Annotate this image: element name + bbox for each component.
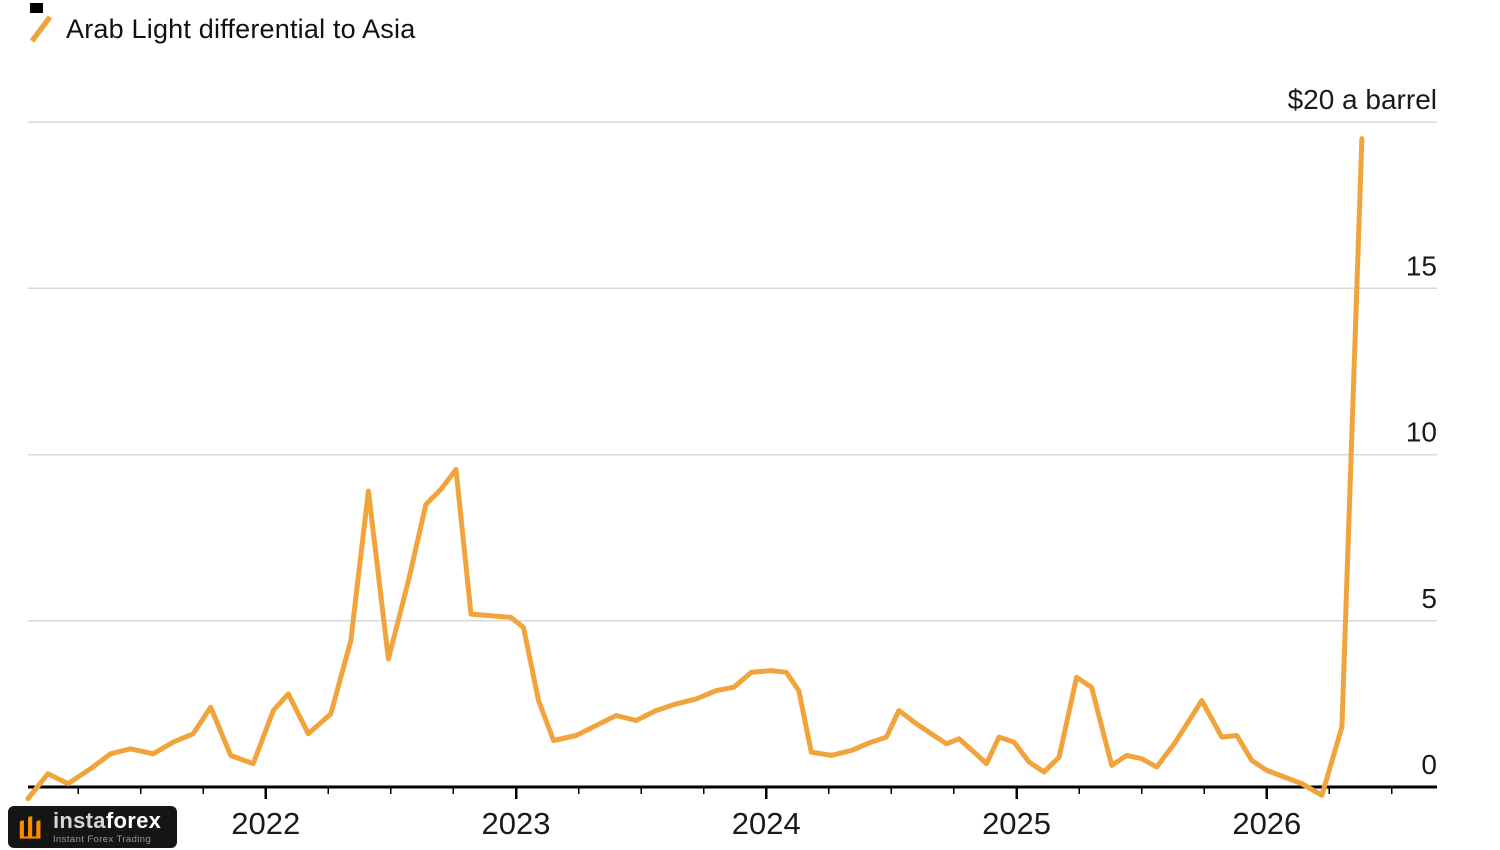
watermark-brand-insta: insta: [53, 807, 106, 833]
top-left-mark: [30, 3, 43, 13]
y-axis-label: 10: [1406, 417, 1437, 448]
x-axis-label: 2025: [982, 806, 1051, 841]
watermark-brand-forex: forex: [105, 807, 162, 833]
instaforex-watermark: instaforex Instant Forex Trading: [8, 806, 178, 848]
y-axis-label: 0: [1421, 749, 1437, 780]
instaforex-logo-icon: [19, 816, 41, 839]
y-axis-label: $20 a barrel: [1288, 84, 1437, 115]
watermark-brand: instaforex: [53, 807, 162, 833]
x-axis-label: 2026: [1232, 806, 1301, 841]
x-axis-label: 2024: [732, 806, 801, 841]
legend-line: [29, 15, 53, 43]
x-axis-label: 2022: [231, 806, 300, 841]
y-axis-label: 15: [1406, 250, 1437, 281]
legend: Arab Light differential to Asia: [28, 12, 415, 46]
legend-label: Arab Light differential to Asia: [66, 13, 416, 44]
series-line: [25, 136, 1365, 802]
y-axis-label: 5: [1421, 583, 1437, 614]
watermark-tagline: Instant Forex Trading: [53, 833, 152, 845]
x-axis-label: 2023: [482, 806, 551, 841]
legend-line-swatch: [29, 15, 53, 43]
watermark-text: instaforex Instant Forex Trading: [53, 807, 162, 845]
